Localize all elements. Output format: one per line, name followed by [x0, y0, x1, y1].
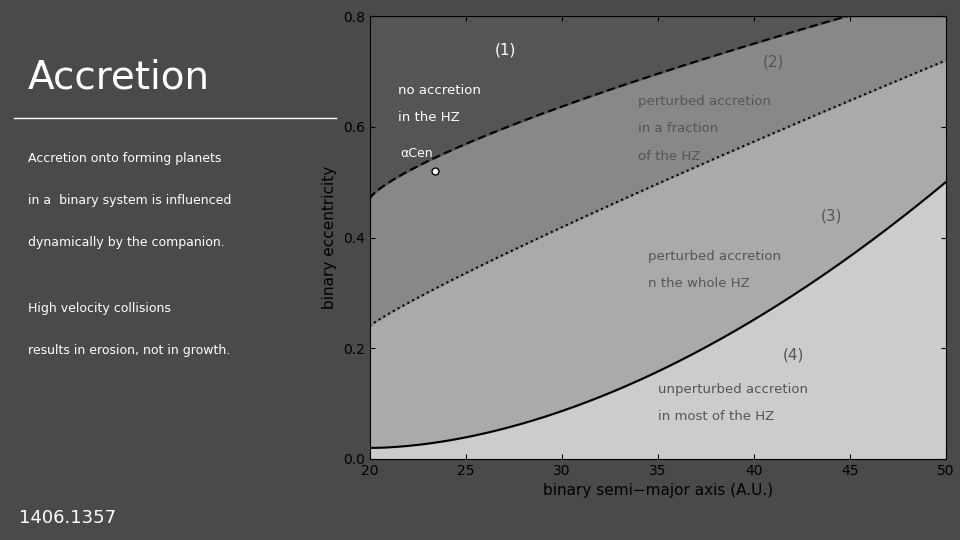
Text: Accretion: Accretion [28, 58, 210, 97]
Text: High velocity collisions: High velocity collisions [28, 302, 171, 315]
Text: perturbed accretion: perturbed accretion [638, 94, 772, 108]
Text: dynamically by the companion.: dynamically by the companion. [28, 235, 225, 249]
Text: (4): (4) [782, 347, 804, 362]
X-axis label: binary semi−major axis (A.U.): binary semi−major axis (A.U.) [542, 483, 773, 498]
Text: in a fraction: in a fraction [638, 123, 719, 136]
Text: perturbed accretion: perturbed accretion [648, 249, 781, 263]
Text: results in erosion, not in growth.: results in erosion, not in growth. [28, 344, 230, 357]
Y-axis label: binary eccentricity: binary eccentricity [323, 166, 337, 309]
Text: (2): (2) [763, 54, 784, 69]
Text: unperturbed accretion: unperturbed accretion [658, 382, 807, 396]
Text: αCen: αCen [400, 147, 433, 160]
Text: in a  binary system is influenced: in a binary system is influenced [28, 194, 231, 207]
Text: in most of the HZ: in most of the HZ [658, 410, 774, 423]
Text: Accretion onto forming planets: Accretion onto forming planets [28, 152, 222, 165]
Text: (1): (1) [494, 43, 516, 58]
Text: n the whole HZ: n the whole HZ [648, 278, 750, 291]
Text: of the HZ: of the HZ [638, 150, 701, 163]
Text: (3): (3) [821, 209, 842, 224]
Text: in the HZ: in the HZ [398, 111, 460, 124]
Text: no accretion: no accretion [398, 84, 481, 97]
Text: 1406.1357: 1406.1357 [19, 509, 116, 527]
